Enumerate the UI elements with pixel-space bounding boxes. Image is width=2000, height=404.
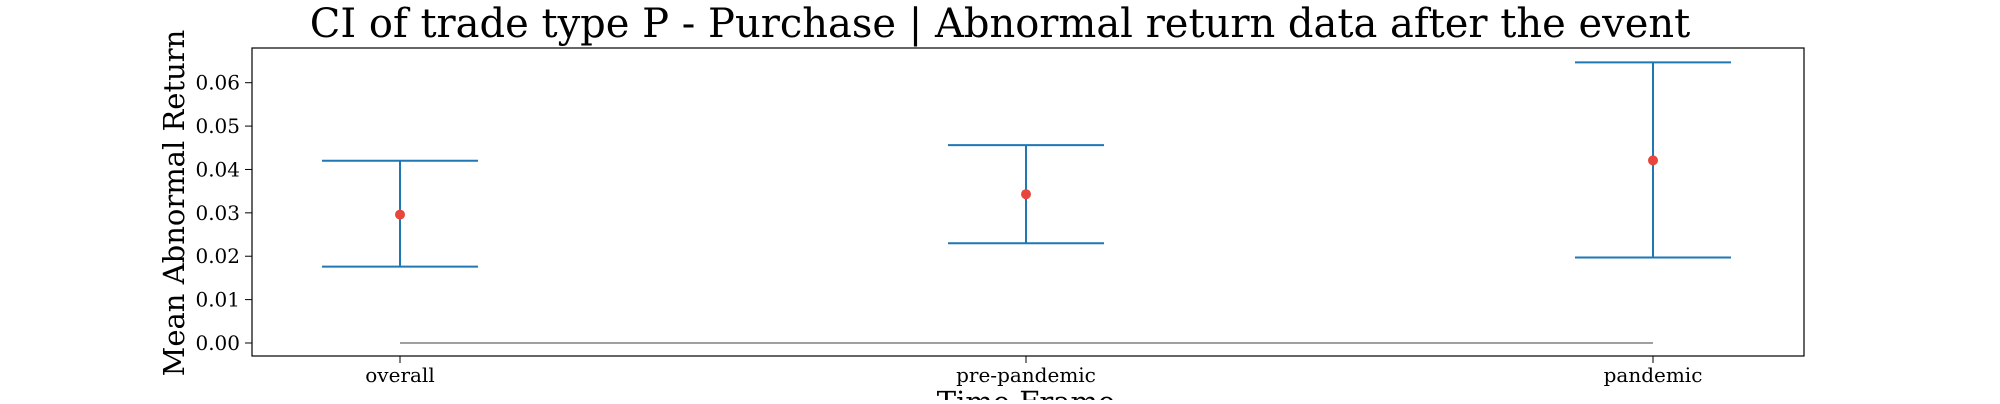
x-tick-label: overall (365, 363, 434, 387)
x-tick-label: pandemic (1604, 363, 1703, 387)
y-tick-label: 0.01 (195, 288, 240, 312)
y-tick-label: 0.04 (195, 157, 240, 181)
y-axis-label: Mean Abnormal Return (157, 30, 191, 377)
mean-point-overall (395, 209, 405, 220)
axes-frame (251, 47, 1805, 357)
mean-point-pandemic (1648, 155, 1658, 166)
mean-point-pre-pandemic (1021, 189, 1031, 200)
y-tick-label: 0.06 (195, 71, 240, 95)
plot-area: 0.00 0.01 0.02 0.03 0.04 0.05 0.06 overall pre-p… (195, 61, 1731, 387)
chart-title: CI of trade type P - Purchase | Abnormal… (310, 1, 1691, 47)
x-axis-label: Time Frame (937, 385, 1115, 400)
y-tick-label: 0.00 (195, 331, 240, 355)
y-tick-label: 0.05 (195, 114, 240, 138)
y-tick-label: 0.03 (195, 201, 240, 225)
x-tick-label: pre-pandemic (956, 363, 1096, 387)
y-tick-label: 0.02 (195, 244, 240, 268)
